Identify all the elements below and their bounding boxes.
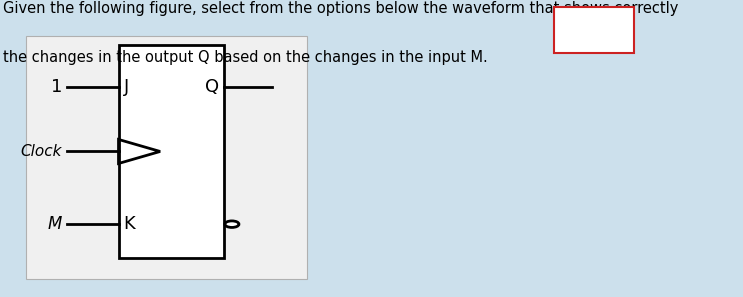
Text: 1: 1 [51, 78, 62, 96]
Bar [554, 7, 635, 53]
Circle shape [225, 221, 239, 228]
Text: M: M [48, 215, 62, 233]
Text: J: J [123, 78, 129, 96]
Text: Given the following figure, select from the options below the waveform that show: Given the following figure, select from … [3, 1, 678, 17]
Bar [25, 36, 308, 279]
Text: Q: Q [205, 78, 219, 96]
Text: the changes in the output Q based on the changes in the input M.: the changes in the output Q based on the… [3, 50, 488, 66]
Bar [118, 45, 224, 258]
Text: K: K [123, 215, 135, 233]
Text: Clock: Clock [21, 144, 62, 159]
